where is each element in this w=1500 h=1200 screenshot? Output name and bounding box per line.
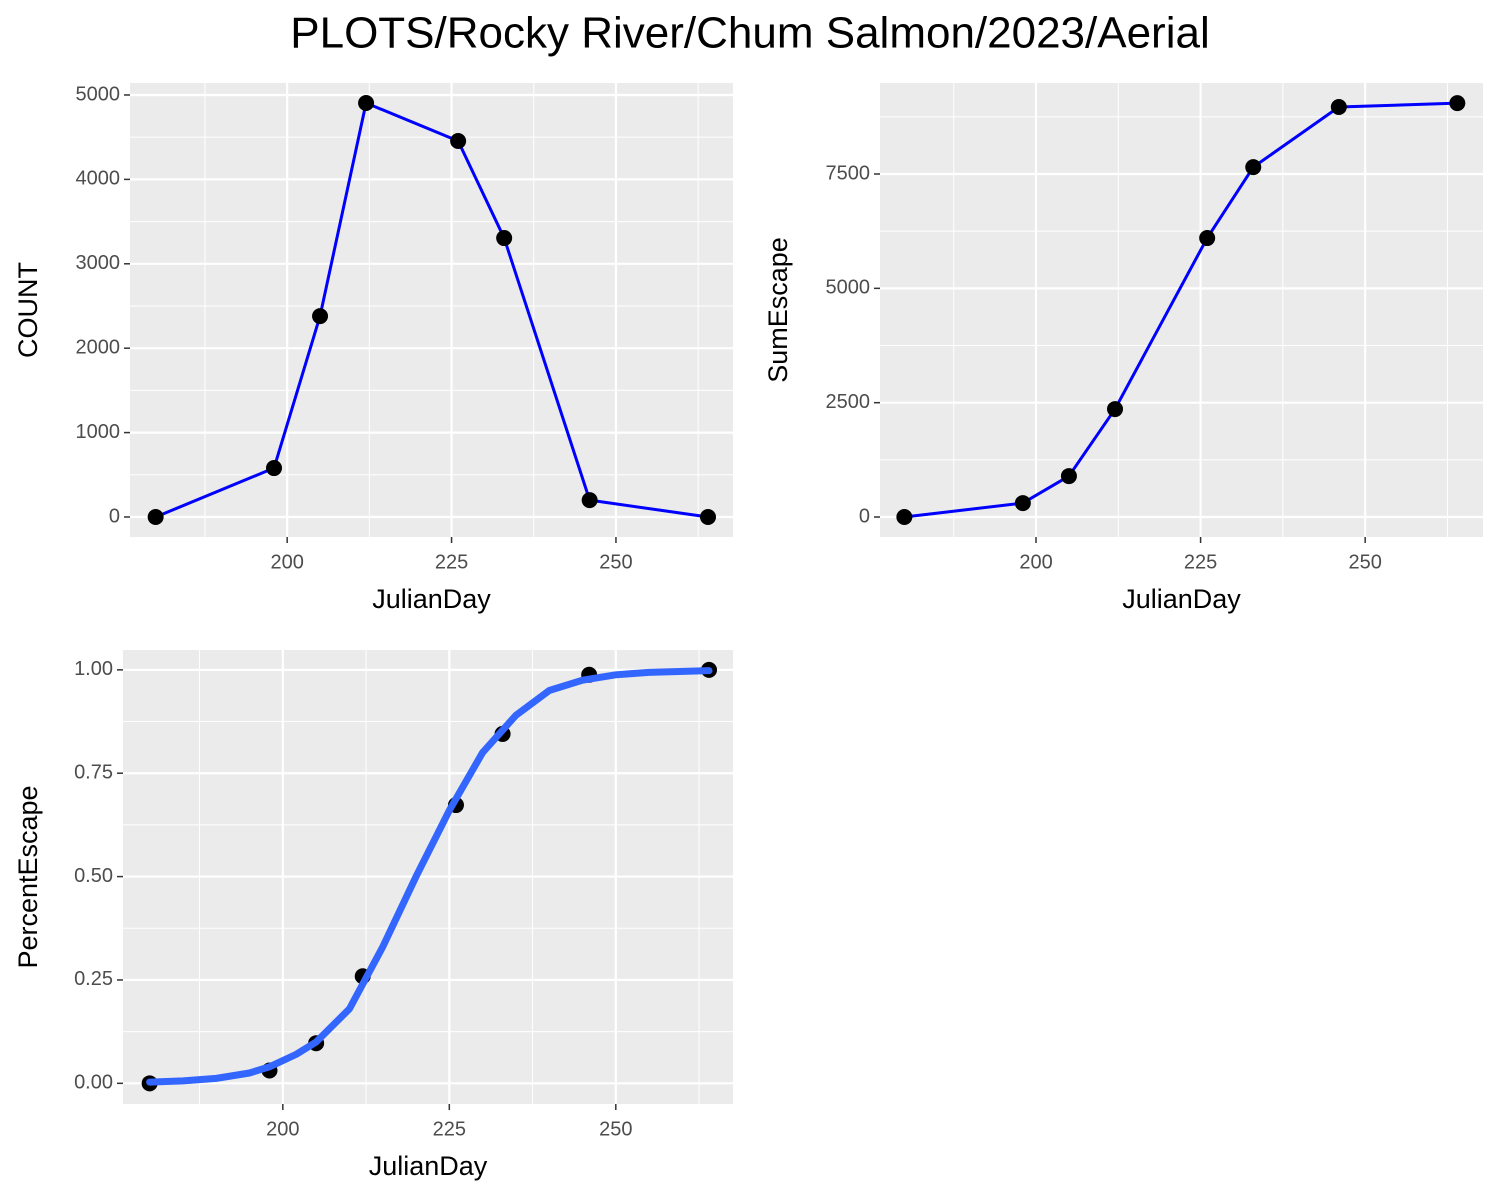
y-tick-label: 0.00 [74, 1072, 113, 1094]
y-axis-title: SumEscape [763, 237, 793, 383]
y-tick-label: 2000 [76, 336, 121, 358]
x-tick-label: 250 [599, 1118, 632, 1140]
y-tick-label: 5000 [76, 83, 121, 105]
data-point [581, 492, 598, 509]
plot-panel [880, 83, 1483, 537]
data-point [700, 508, 717, 525]
y-tick-label: 4000 [76, 168, 121, 190]
x-axis-title: JulianDay [369, 1151, 488, 1181]
y-tick-label: 3000 [76, 252, 121, 274]
data-point [358, 95, 375, 112]
x-axis-title: JulianDay [372, 584, 491, 614]
data-point [896, 509, 913, 526]
plot-panel [130, 83, 733, 537]
x-tick-label: 200 [266, 1118, 299, 1140]
figure-title: PLOTS/Rocky River/Chum Salmon/2023/Aeria… [290, 9, 1209, 58]
y-tick-label: 5000 [826, 277, 871, 299]
y-tick-label: 1.00 [74, 658, 113, 680]
data-line [154, 101, 710, 519]
data-point [1060, 468, 1077, 485]
data-point [266, 460, 283, 477]
y-axis-title: COUNT [13, 262, 43, 358]
y-tick-label: 1000 [76, 421, 121, 443]
data-line [902, 101, 1459, 519]
y-tick-label: 0.25 [74, 968, 113, 990]
x-axis-title: JulianDay [1122, 584, 1241, 614]
x-tick-label: 200 [1019, 551, 1052, 573]
data-point [1199, 230, 1216, 247]
x-tick-label: 250 [1348, 551, 1381, 573]
y-axis-title: PercentEscape [13, 785, 43, 968]
data-point [496, 230, 513, 247]
y-tick-label: 2500 [826, 391, 871, 413]
data-point [147, 508, 164, 525]
y-tick-label: 0.50 [74, 865, 113, 887]
y-tick-label: 0.75 [74, 761, 113, 783]
data-point [1330, 99, 1347, 116]
x-tick-label: 225 [435, 551, 468, 573]
x-tick-label: 200 [270, 551, 303, 573]
data-point [450, 132, 467, 149]
x-tick-label: 225 [433, 1118, 466, 1140]
data-point [1107, 401, 1124, 418]
data-point [1014, 495, 1031, 512]
data-point [1449, 95, 1466, 112]
data-point [312, 308, 329, 325]
x-tick-label: 250 [599, 551, 632, 573]
y-tick-label: 7500 [826, 162, 871, 184]
y-tick-label: 0 [109, 505, 120, 527]
y-tick-label: 0 [859, 505, 870, 527]
fit-curve [146, 667, 713, 1086]
data-point [1245, 159, 1262, 176]
x-tick-label: 225 [1184, 551, 1217, 573]
